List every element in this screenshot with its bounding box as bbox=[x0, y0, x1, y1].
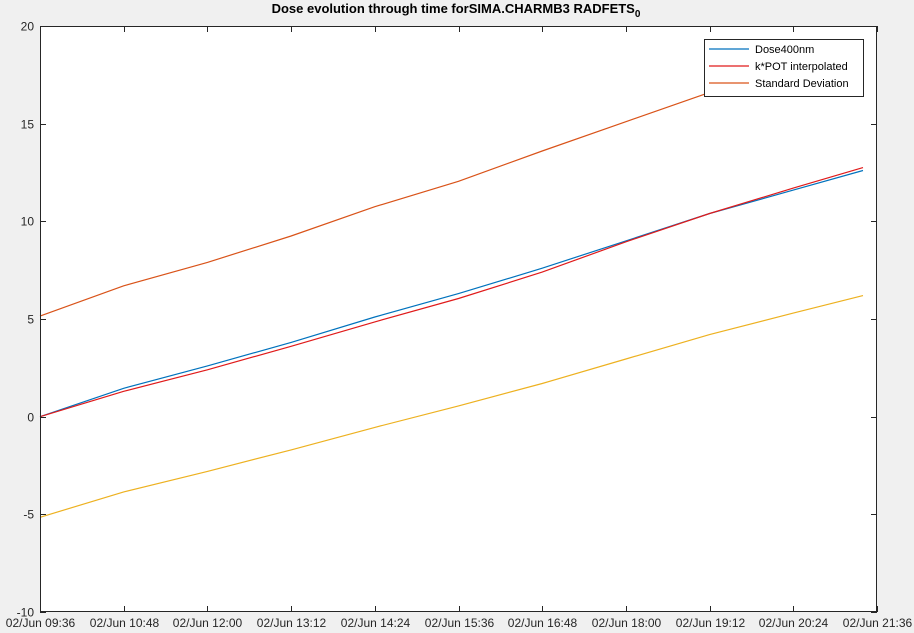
x-tick-label: 02/Jun 13:12 bbox=[257, 616, 327, 630]
x-tick-label: 02/Jun 10:48 bbox=[90, 616, 160, 630]
x-tick-label: 02/Jun 20:24 bbox=[759, 616, 829, 630]
title-subscript: 0 bbox=[635, 9, 641, 20]
x-tick-label: 02/Jun 16:48 bbox=[508, 616, 578, 630]
x-tick-label: 02/Jun 15:36 bbox=[425, 616, 495, 630]
x-tick-label: 02/Jun 14:24 bbox=[341, 616, 411, 630]
y-tick-label: 5 bbox=[27, 313, 34, 327]
y-tick-label: -5 bbox=[23, 508, 34, 522]
y-tick-label: 20 bbox=[21, 20, 35, 34]
legend-entry[interactable]: Standard Deviation bbox=[755, 78, 849, 90]
legend[interactable]: Dose400nm k*POT interpolated Standard Devi… bbox=[704, 39, 864, 97]
legend-entry[interactable]: Dose400nm bbox=[755, 44, 814, 56]
x-tick-label: 02/Jun 09:36 bbox=[6, 616, 76, 630]
chart-title: Dose evolution through time forSIMA.CHAR… bbox=[272, 1, 641, 20]
series-line-unnamed-3 bbox=[39, 295, 864, 518]
x-tick-label: 02/Jun 18:00 bbox=[592, 616, 662, 630]
x-tick-label: 02/Jun 12:00 bbox=[173, 616, 243, 630]
plot-frame bbox=[40, 26, 877, 612]
legend-entry[interactable]: k*POT interpolated bbox=[755, 61, 848, 73]
x-tick-label: 02/Jun 19:12 bbox=[676, 616, 746, 630]
y-tick-label: 10 bbox=[21, 215, 35, 229]
series-line-k-pot-interpolated bbox=[39, 167, 864, 418]
x-tick-label: 02/Jun 21:36 bbox=[843, 616, 913, 630]
y-tick-label: -10 bbox=[17, 606, 35, 620]
legend-box bbox=[704, 39, 864, 97]
series-line-dose400nm bbox=[39, 169, 864, 418]
plot-area bbox=[40, 26, 877, 612]
y-tick-label: 0 bbox=[27, 411, 34, 425]
y-tick-label: 15 bbox=[21, 118, 35, 132]
